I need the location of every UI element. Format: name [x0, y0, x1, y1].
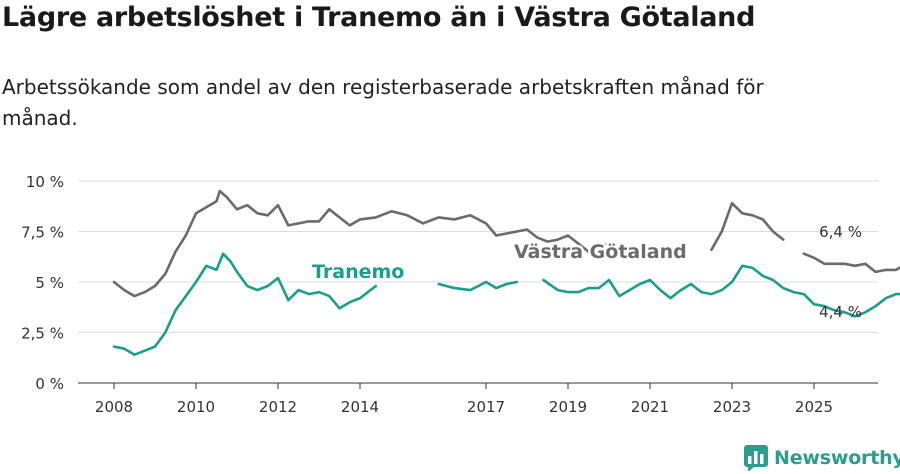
- series-line-v-stra-g-taland: [112, 189, 900, 298]
- brand-name: Newsworthy: [774, 447, 900, 469]
- chart-title: Lägre arbetslöshet i Tranemo än i Västra…: [2, 2, 756, 33]
- x-tick-label: 2019: [549, 398, 587, 416]
- series-label-vastra-gotaland: Västra Götaland: [514, 241, 687, 263]
- x-tick-label: 2025: [795, 398, 833, 416]
- x-tick-label: 2023: [713, 398, 751, 416]
- y-tick-label: 10 %: [26, 173, 64, 191]
- x-tick-label: 2021: [631, 398, 669, 416]
- end-label-tranemo: 4,4 %: [819, 303, 862, 321]
- y-tick-label: 5 %: [35, 274, 64, 292]
- chart-subtitle: Arbetssökande som andel av den registerb…: [2, 75, 764, 130]
- x-tick-label: 2017: [467, 398, 505, 416]
- end-label-vastra-gotaland: 6,4 %: [819, 223, 862, 241]
- x-tick-label: 2012: [259, 398, 297, 416]
- x-tick-label: 2008: [95, 398, 133, 416]
- y-tick-label: 7,5 %: [21, 224, 64, 242]
- x-tick-label: 2010: [177, 398, 215, 416]
- x-tick-label: 2014: [341, 398, 379, 416]
- y-tick-label: 0 %: [35, 375, 64, 393]
- series-line-tranemo: [112, 252, 900, 356]
- y-tick-label: 2,5 %: [21, 325, 64, 343]
- newsworthy-logo-icon: [744, 445, 768, 471]
- brand: Newsworthy: [744, 444, 900, 472]
- series-label-tranemo: Tranemo: [312, 261, 404, 283]
